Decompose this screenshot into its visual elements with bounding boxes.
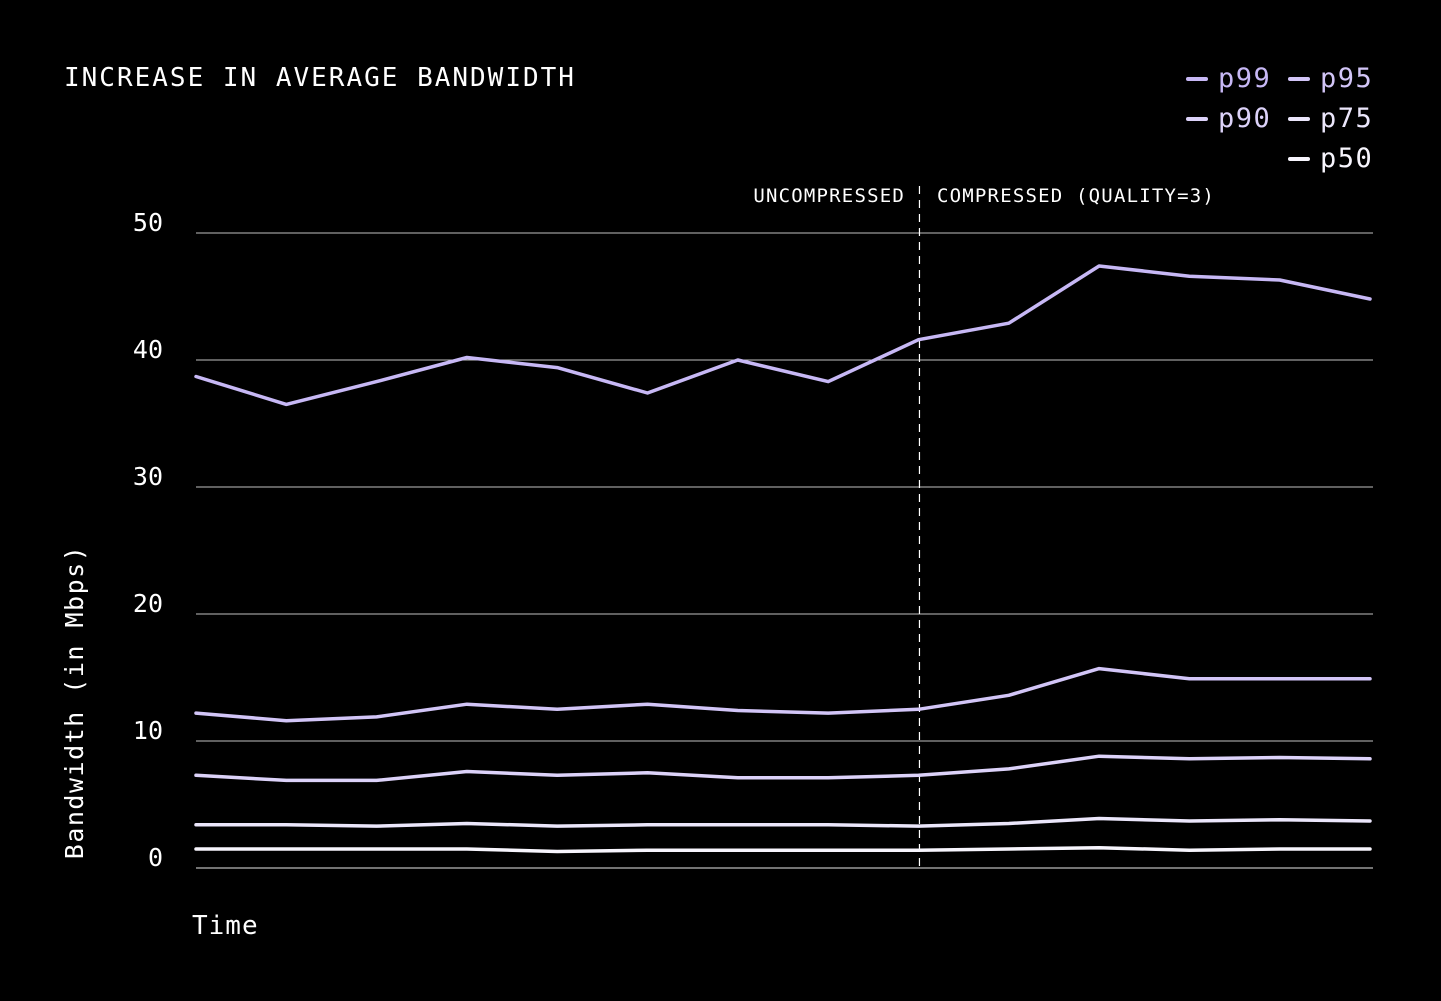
series-line-p50 — [194, 845, 1372, 854]
series-line-p90 — [194, 754, 1372, 783]
series-line-p75 — [194, 816, 1372, 828]
y-tick-label: 30 — [133, 462, 163, 491]
y-tick-label: 20 — [133, 589, 163, 618]
compressed-label: COMPRESSED (QUALITY=3) — [937, 185, 1215, 207]
series-lines — [194, 264, 1372, 854]
chart-title: INCREASE IN AVERAGE BANDWIDTH — [64, 63, 576, 93]
series-line-p95 — [194, 666, 1372, 723]
x-axis-label: Time — [192, 911, 259, 941]
legend-label-p99: p99 — [1218, 63, 1271, 94]
legend-label-p75: p75 — [1320, 103, 1373, 134]
y-axis-label: Bandwidth (in Mbps) — [60, 545, 89, 859]
legend-label-p95: p95 — [1320, 63, 1373, 94]
legend-label-p90: p90 — [1218, 103, 1271, 134]
grid-lines — [196, 232, 1373, 869]
series-line-p99 — [194, 264, 1372, 407]
y-tick-label: 10 — [133, 716, 163, 745]
y-tick-label: 0 — [148, 843, 163, 872]
y-tick-label: 50 — [133, 208, 163, 237]
y-axis-ticks: 0 10 20 30 40 50 — [133, 208, 163, 872]
uncompressed-label: UNCOMPRESSED — [753, 185, 905, 207]
legend: p99 p95 p90 p75 p50 — [1186, 63, 1373, 174]
y-tick-label: 40 — [133, 335, 163, 364]
legend-label-p50: p50 — [1320, 143, 1373, 174]
